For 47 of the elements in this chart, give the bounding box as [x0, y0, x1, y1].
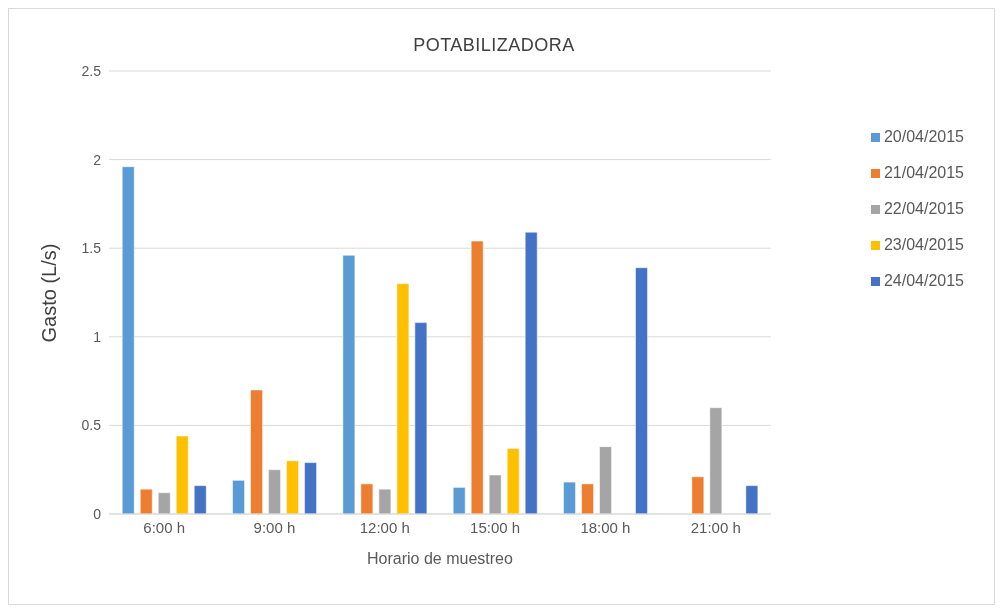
- bar: [635, 267, 648, 514]
- bar: [175, 435, 189, 514]
- bar: [581, 483, 594, 514]
- x-tick-label: 9:00 h: [253, 518, 296, 536]
- bar: [304, 462, 317, 514]
- legend-label: 23/04/2015: [883, 236, 964, 253]
- bar: [268, 469, 281, 514]
- legend-label: 20/04/2015: [883, 128, 964, 145]
- y-tick-label: 1.5: [81, 240, 102, 257]
- bar: [232, 480, 245, 514]
- bar: [488, 474, 502, 514]
- bar: [563, 481, 576, 514]
- bar: [139, 488, 153, 514]
- x-tick-label: 6:00 h: [143, 518, 186, 536]
- bar: [709, 407, 723, 514]
- bar: [470, 240, 484, 514]
- bar: [599, 446, 612, 514]
- chart-title: POTABILIZADORA: [412, 35, 576, 56]
- bar: [452, 487, 466, 514]
- bar: [745, 485, 759, 514]
- bar: [506, 448, 520, 514]
- y-axis-title: Gasto (L/s): [38, 243, 61, 343]
- bar: [360, 483, 374, 514]
- bar: [524, 232, 538, 514]
- bar: [121, 166, 135, 514]
- legend-label: 24/04/2015: [883, 272, 964, 289]
- bar: [193, 485, 207, 514]
- y-tick-label: 1: [93, 328, 102, 345]
- bar: [342, 255, 356, 514]
- bar: [286, 460, 299, 514]
- bar: [691, 476, 705, 514]
- y-tick-label: 0: [93, 505, 102, 522]
- bar: [157, 492, 171, 514]
- y-tick-label: 0.5: [81, 417, 102, 434]
- x-tick-label: 15:00 h: [470, 518, 521, 536]
- y-tick-label: 2.5: [81, 62, 102, 79]
- legend-label: 21/04/2015: [883, 164, 964, 181]
- bar: [250, 389, 263, 514]
- x-axis-title: Horario de muestreo: [367, 550, 513, 567]
- bar: [378, 488, 392, 514]
- bar: [414, 322, 428, 514]
- x-tick-label: 12:00 h: [359, 518, 410, 536]
- y-tick-label: 2: [93, 151, 102, 168]
- x-tick-label: 21:00 h: [690, 518, 741, 536]
- legend-label: 22/04/2015: [883, 200, 964, 217]
- bar: [396, 283, 410, 514]
- x-tick-label: 18:00 h: [580, 518, 631, 536]
